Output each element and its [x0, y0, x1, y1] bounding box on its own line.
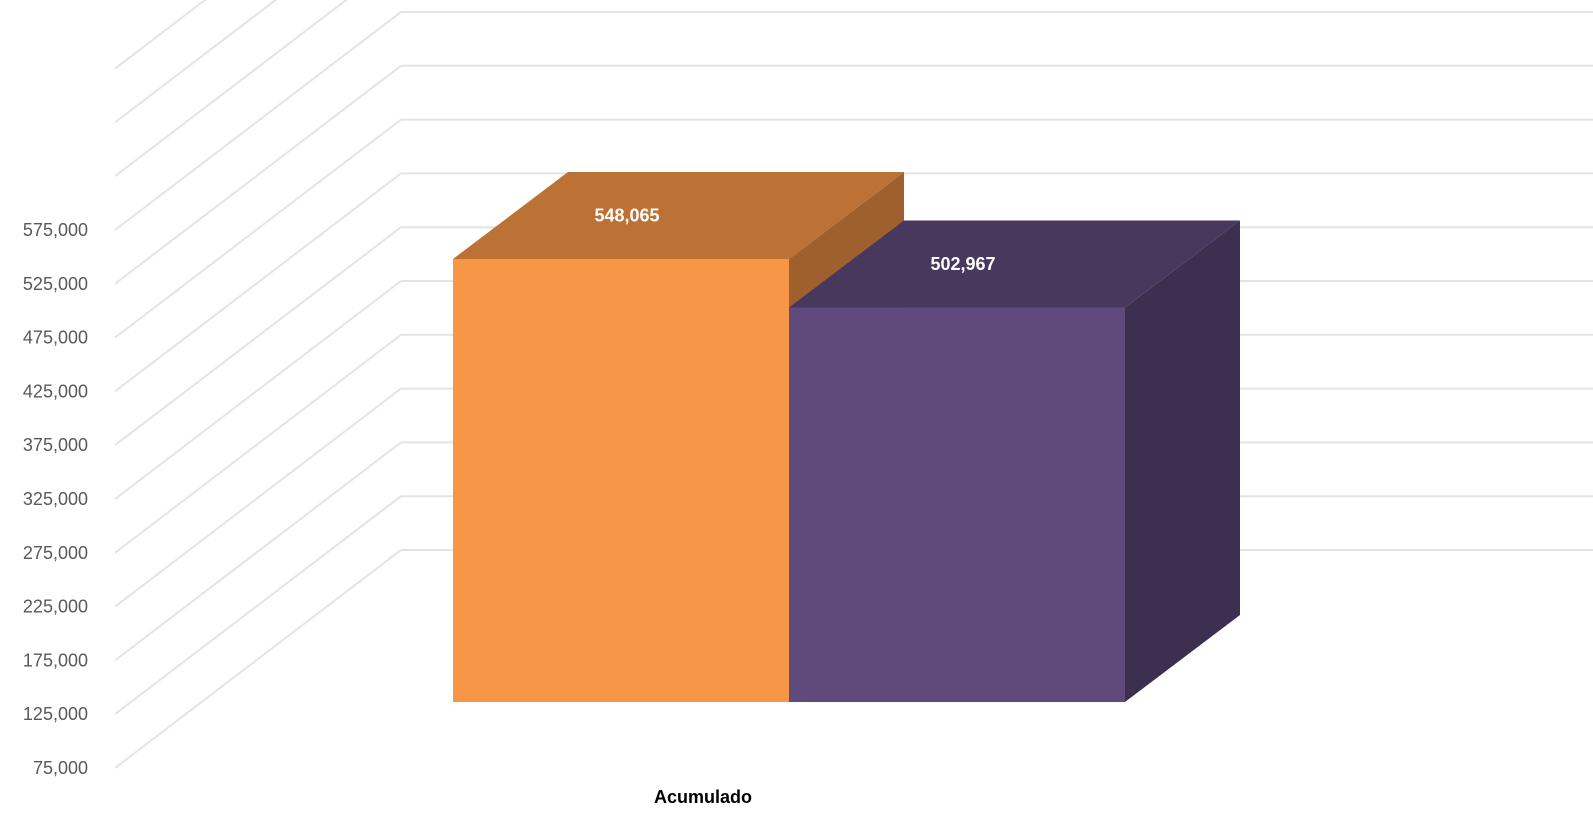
category-label: Acumulado: [654, 787, 752, 807]
y-tick-label: 575,000: [23, 220, 88, 240]
bar-front: [453, 258, 789, 702]
gridline-diagonal: [114, 0, 348, 177]
gridline-diagonal: [114, 226, 402, 446]
data-label: 548,065: [594, 205, 659, 225]
data-label: 502,967: [930, 254, 995, 274]
y-tick-label: 175,000: [23, 650, 88, 670]
y-axis-ticks: 75,000 125,000 175,000 225,000 275,000 325,00…: [23, 220, 88, 778]
y-tick-label: 475,000: [23, 328, 88, 348]
gridline-diagonal: [114, 0, 207, 70]
y-tick-label: 325,000: [23, 489, 88, 509]
y-tick-label: 125,000: [23, 704, 88, 724]
data-labels: 548,065 502,967: [594, 205, 995, 274]
bar: [789, 220, 1240, 702]
gridline-diagonal: [114, 65, 402, 285]
gridline-diagonal: [114, 495, 402, 715]
y-tick-label: 375,000: [23, 435, 88, 455]
gridline-diagonal: [114, 441, 402, 662]
y-tick-label: 225,000: [23, 597, 88, 617]
y-tick-label: 525,000: [23, 274, 88, 294]
gridline-diagonal: [114, 549, 402, 769]
y-tick-label: 75,000: [33, 758, 88, 778]
gridline-diagonal: [114, 0, 278, 124]
gridline-diagonal: [114, 118, 402, 339]
bar-top: [789, 220, 1240, 308]
bar-front: [789, 307, 1125, 702]
gridline-diagonal: [114, 280, 402, 500]
gridline-diagonal: [114, 11, 402, 231]
bar-side: [1125, 220, 1240, 702]
gridline-diagonal: [114, 387, 402, 608]
bar-top: [453, 171, 904, 259]
y-tick-label: 425,000: [23, 381, 88, 401]
y-tick-label: 275,000: [23, 543, 88, 563]
bars: [453, 171, 1240, 702]
gridline-diagonal: [114, 334, 402, 554]
gridline-diagonal: [114, 172, 402, 393]
